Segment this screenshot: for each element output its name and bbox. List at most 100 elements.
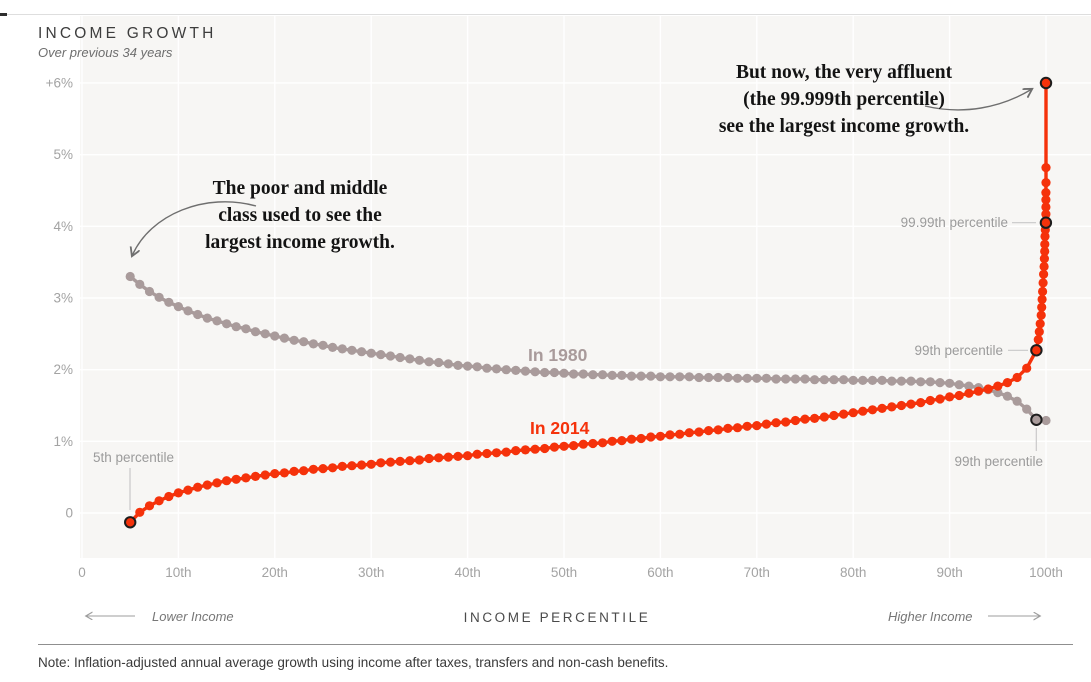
page-subtitle: Over previous 34 years — [38, 45, 173, 60]
data-point-2014 — [549, 442, 560, 452]
data-point-1980 — [839, 375, 849, 385]
data-point-1980 — [569, 369, 579, 379]
data-point-2014 — [964, 388, 974, 398]
data-point-1980 — [906, 376, 916, 386]
data-point-2014 — [1040, 246, 1050, 256]
data-point-2014 — [173, 488, 183, 498]
data-point-2014 — [472, 449, 482, 459]
data-point-2014 — [839, 409, 849, 419]
data-point-2014 — [308, 464, 318, 474]
data-point-1980 — [761, 373, 772, 383]
data-point-2014 — [877, 403, 887, 413]
data-point-1980 — [231, 322, 241, 332]
data-point-1980 — [530, 367, 540, 377]
data-point-2014 — [1035, 319, 1045, 329]
data-point-1980 — [453, 360, 463, 370]
annotation-1980-line2: class used to see the — [218, 204, 382, 226]
data-point-2014 — [357, 460, 367, 470]
data-point-1980 — [125, 271, 135, 282]
data-point-2014 — [617, 436, 627, 446]
data-point-2014 — [405, 456, 415, 466]
highlight-point-2014 — [1039, 216, 1053, 229]
data-point-1980 — [405, 354, 415, 364]
data-point-1980 — [511, 365, 521, 375]
data-point-2014 — [366, 459, 376, 469]
data-point-2014 — [202, 480, 212, 490]
x-tick-label: 30th — [358, 565, 384, 580]
data-point-2014 — [1039, 269, 1049, 279]
annotation-2014-line3: see the largest income growth. — [718, 115, 970, 137]
data-point-2014 — [973, 386, 984, 396]
data-point-1980 — [887, 376, 897, 386]
data-point-2014 — [607, 436, 617, 446]
data-point-2014 — [848, 408, 858, 418]
data-point-2014 — [231, 474, 241, 484]
annotation-2014-line1: But now, the very affluent — [735, 62, 953, 83]
data-point-1980 — [617, 370, 627, 380]
data-point-1980 — [193, 309, 203, 320]
data-point-2014 — [761, 419, 772, 429]
data-point-2014 — [742, 421, 752, 431]
data-point-1980 — [337, 344, 347, 354]
data-point-1980 — [357, 347, 367, 357]
data-point-2014 — [993, 381, 1003, 391]
data-point-2014 — [665, 430, 675, 440]
data-point-2014 — [1039, 261, 1049, 272]
footer-divider — [38, 644, 1073, 645]
data-point-2014 — [636, 433, 646, 444]
data-point-2014 — [337, 461, 347, 471]
x-tick-label: 10th — [165, 565, 191, 580]
data-point-2014 — [684, 428, 694, 438]
data-point-1980 — [1012, 396, 1022, 406]
x-tick-label: 90th — [936, 565, 962, 580]
data-point-2014 — [752, 421, 762, 431]
data-point-1980 — [173, 302, 183, 312]
data-point-2014 — [704, 426, 714, 436]
data-point-2014 — [385, 457, 396, 467]
data-point-2014 — [250, 471, 261, 481]
data-point-2014 — [694, 427, 704, 437]
y-tick-label: 3% — [53, 290, 73, 305]
data-point-1980 — [877, 375, 887, 385]
page-top-divider-accent — [0, 13, 7, 16]
x-tick-label: 70th — [744, 565, 770, 580]
data-point-2014 — [1041, 202, 1051, 212]
data-point-2014 — [819, 412, 829, 422]
data-point-2014 — [347, 461, 357, 471]
data-point-2014 — [144, 501, 155, 511]
annotation-arrow-right-icon — [924, 89, 1032, 111]
data-point-1980 — [925, 377, 935, 387]
y-tick-label: 2% — [53, 362, 73, 377]
data-point-1980 — [588, 370, 598, 380]
data-point-1980 — [1041, 415, 1051, 426]
data-point-1980 — [636, 371, 646, 381]
annotation-2014-line2: (the 99.999th percentile) — [743, 88, 945, 110]
x-tick-label: 80th — [840, 565, 866, 580]
data-point-2014 — [328, 463, 338, 473]
data-point-1980 — [144, 286, 155, 297]
data-point-2014 — [434, 453, 444, 463]
data-point-1980 — [732, 373, 743, 383]
annotation-1980-line1: The poor and middle — [212, 178, 388, 199]
x-tick-label: 0 — [78, 565, 86, 580]
data-point-1980 — [414, 355, 424, 365]
data-point-1980 — [896, 376, 907, 386]
annotation-arrow-left-icon — [132, 201, 257, 256]
highlighted-data-points — [124, 76, 1053, 529]
data-point-2014 — [945, 392, 955, 402]
y-tick-label: 0 — [65, 506, 73, 521]
data-point-2014 — [270, 469, 280, 479]
data-point-1980 — [559, 368, 569, 378]
data-point-2014 — [530, 444, 540, 454]
data-point-1980 — [655, 372, 666, 382]
data-point-2014 — [626, 434, 637, 444]
data-point-1980 — [771, 374, 781, 384]
data-point-1980 — [270, 331, 280, 341]
data-point-2014 — [800, 414, 810, 424]
data-point-2014 — [260, 470, 270, 480]
callout-99th-percentile-1980: 99th percentile — [954, 454, 1043, 469]
data-point-2014 — [935, 394, 945, 404]
data-point-1980 — [279, 333, 289, 343]
data-point-2014 — [395, 456, 405, 466]
